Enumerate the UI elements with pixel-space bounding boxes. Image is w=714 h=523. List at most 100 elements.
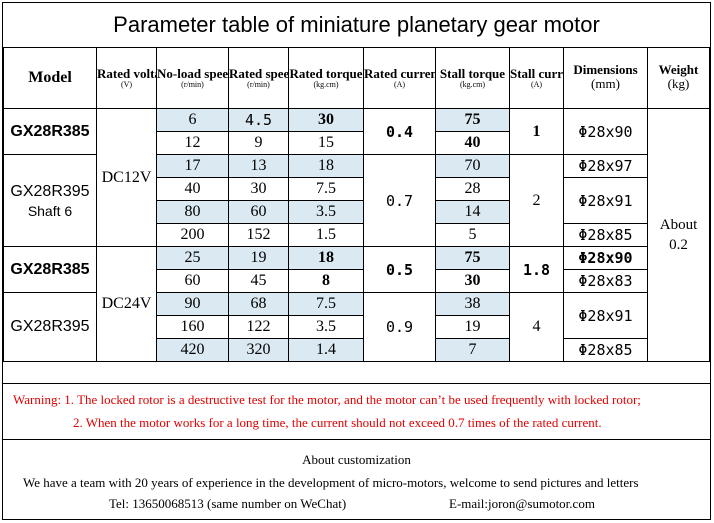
warning-line-1: Warning: 1. The locked rotor is a destru… [13,392,641,407]
rated-speed-cell: 19 [228,246,289,270]
noload-speed-cell: 40 [156,177,229,201]
rated-speed-cell: 4.5 [228,108,289,132]
header-stall-current: Stall current(A) [509,47,564,109]
rated-speed-cell: 122 [228,315,289,339]
stall-torque-cell: 40 [435,131,510,155]
table-row: 160 122 3.5 19 [4,315,710,339]
model-cell: GX28R385 [3,246,97,293]
rated-current-cell: 0.7 [363,154,436,247]
header-rated-torque: Rated torque (kg.cm) [288,47,364,109]
rated-speed-cell: 320 [228,338,289,362]
noload-speed-cell: 420 [156,338,229,362]
table-row: 60 45 8 30 Φ28x83 [4,269,710,293]
stall-torque-cell: 75 [435,108,510,132]
header-model: Model [3,47,97,109]
stall-current-cell: 4 [509,292,564,362]
rated-torque-cell: 8 [288,269,364,293]
noload-speed-cell: 6 [156,108,229,132]
rated-current-cell: 0.5 [363,246,436,293]
parameter-table: Model Rated voltage(V) No-load speed(r/m… [3,47,710,362]
stall-torque-cell: 5 [435,223,510,247]
header-weight: Weight (kg) [647,47,710,109]
weight-cell: About 0.2 [647,108,710,362]
rated-torque-cell: 18 [288,154,364,178]
stall-torque-cell: 28 [435,177,510,201]
dimensions-cell: Φ28x91 [563,292,648,339]
rated-torque-cell: 3.5 [288,200,364,224]
header-rated-speed: Rated speed(r/min) [228,47,289,109]
table-row: 40 30 7.5 28 Φ28x91 [4,177,710,224]
dimensions-cell: Φ28x90 [563,108,648,155]
noload-speed-cell: 90 [156,292,229,316]
header-stall-torque: Stall torque (kg.cm) [435,47,510,109]
table-row: 200 152 1.5 5 Φ28x85 [4,223,710,247]
stall-torque-cell: 30 [435,269,510,293]
stall-current-cell: 1.8 [509,246,564,293]
noload-speed-cell: 200 [156,223,229,247]
rated-torque-cell: 3.5 [288,315,364,339]
stall-torque-cell: 75 [435,246,510,270]
header-dimensions: Dimensions (mm) [563,47,648,109]
table-row: GX28R385 DC24V 25 19 18 0.5 75 1.8 Φ28x9… [3,246,710,362]
dimensions-cell: Φ28x90 [563,246,648,270]
customization-heading: About customization [302,452,411,467]
model-cell: GX28R395 Shaft 6 [3,154,97,247]
rated-speed-cell: 152 [228,223,289,247]
rated-torque-cell: 15 [288,131,364,155]
rated-current-cell: 0.4 [363,108,436,155]
dimensions-cell: Φ28x91 [563,177,648,224]
rated-torque-cell: 1.4 [288,338,364,362]
rated-torque-cell: 1.5 [288,223,364,247]
rated-torque-cell: 7.5 [288,292,364,316]
stall-torque-cell: 7 [435,338,510,362]
table-row: GX28R385 DC12V 6 4.5 30 0.4 75 1 Φ28x90 … [3,108,710,362]
rated-speed-cell: 9 [228,131,289,155]
noload-speed-cell: 12 [156,131,229,155]
dimensions-cell: Φ28x83 [563,269,648,293]
customization-text: We have a team with 20 years of experien… [23,475,639,490]
noload-speed-cell: 160 [156,315,229,339]
model-cell: GX28R385 [3,108,97,155]
stall-torque-cell: 38 [435,292,510,316]
table-row: GX28R395 Shaft 6 17 13 18 0.7 70 2 Φ28x97 [3,154,710,247]
voltage-cell: DC12V [96,108,157,247]
rated-current-cell: 0.9 [363,292,436,362]
contact-email: E-mail:joron@sumotor.com [449,496,595,511]
header-rated-current: Rated current (A) [363,47,436,109]
stall-torque-cell: 70 [435,154,510,178]
rated-speed-cell: 13 [228,154,289,178]
rated-torque-cell: 30 [288,108,364,132]
contact-phone: Tel: 13650068513 (same number on WeChat) [109,496,347,511]
header-rated-voltage: Rated voltage(V) [96,47,157,109]
warning-notes: Warning: 1. The locked rotor is a destru… [3,383,710,440]
dimensions-cell: Φ28x97 [563,154,648,178]
table-row: GX28R395 90 68 7.5 0.9 38 4 Φ28x91 [3,292,710,362]
noload-speed-cell: 60 [156,269,229,293]
rated-speed-cell: 30 [228,177,289,201]
stall-torque-cell: 14 [435,200,510,224]
voltage-cell: DC24V [96,246,157,362]
stall-current-cell: 1 [509,108,564,155]
page-title: Parameter table of miniature planetary g… [113,12,600,37]
table-row: 80 60 3.5 14 [4,200,710,224]
model-cell: GX28R395 [3,292,97,362]
table-row: 420 320 1.4 7 Φ28x85 [4,338,710,362]
shaft-note: Shaft 6 [27,202,73,219]
noload-speed-cell: 80 [156,200,229,224]
noload-speed-cell: 17 [156,154,229,178]
rated-speed-cell: 45 [228,269,289,293]
header-noload-speed: No-load speed (r/min) [156,47,229,109]
rated-torque-cell: 7.5 [288,177,364,201]
stall-current-cell: 2 [509,154,564,247]
rated-speed-cell: 68 [228,292,289,316]
header-row: Model Rated voltage(V) No-load speed(r/m… [3,47,710,109]
rated-torque-cell: 18 [288,246,364,270]
dimensions-cell: Φ28x85 [563,338,648,362]
rated-speed-cell: 60 [228,200,289,224]
warning-line-2: 2. When the motor works for a long time,… [73,415,602,430]
stall-torque-cell: 19 [435,315,510,339]
noload-speed-cell: 25 [156,246,229,270]
customization-section: About customization We have a team with … [3,439,710,520]
dimensions-cell: Φ28x85 [563,223,648,247]
